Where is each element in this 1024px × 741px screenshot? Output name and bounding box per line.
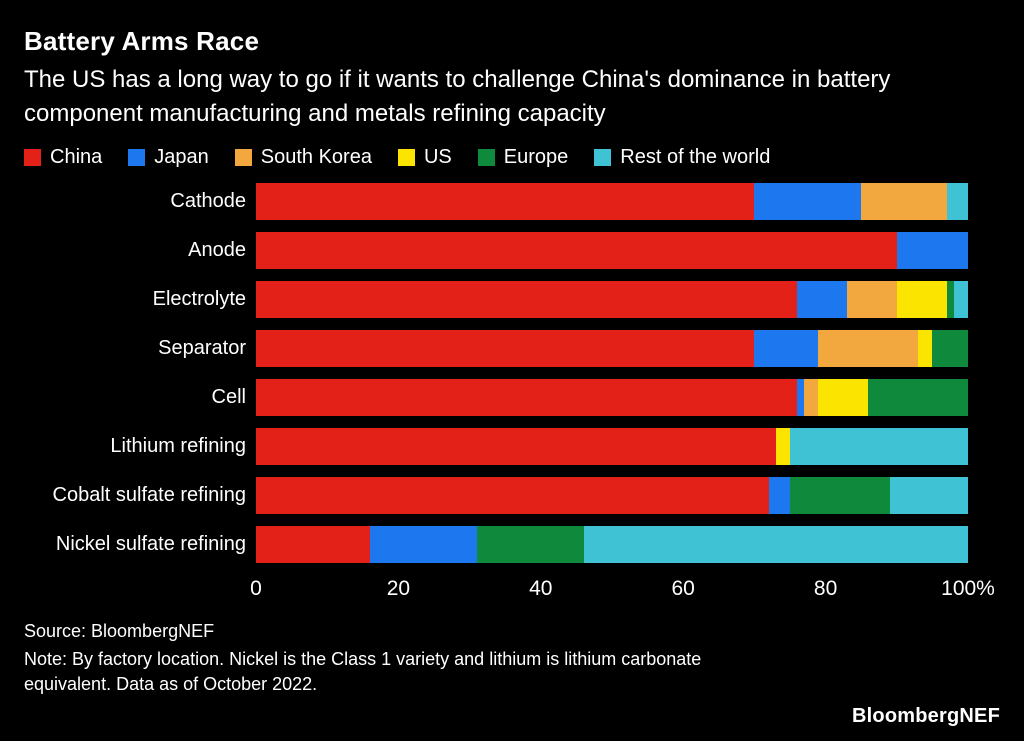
stacked-bar [256,379,968,417]
category-label: Cobalt sulfate refining [52,484,246,507]
bar-row-electrolyte: Electrolyte [24,281,968,319]
x-tick-label: 0 [250,577,262,601]
bar-segment-south-korea [861,183,947,221]
bar-segment-japan [754,330,819,368]
axis-spacer [24,575,256,603]
bar-segment-china [256,379,798,417]
bar-segment-china [256,232,897,270]
bar-row-cell: Cell [24,379,968,417]
bar-segment-south-korea [818,330,919,368]
note-text: Note: By factory location. Nickel is the… [24,648,702,695]
x-tick-label: 20 [386,577,411,601]
bar-segment-europe [476,526,584,564]
bar-segment-rest-of-the-world [953,281,968,319]
bar-segment-china [256,428,776,466]
bar-segment-rest-of-the-world [789,428,968,466]
chart-title: Battery Arms Race [24,26,260,56]
x-axis: 0 20 40 60 80 100% [24,575,1000,603]
bar-segment-japan [369,526,477,564]
legend-item-china: China [24,146,102,169]
x-tick-label: 100% [941,577,995,601]
bar-segment-rest-of-the-world [946,183,968,221]
bar-segment-us [918,330,933,368]
bar-segment-japan [797,281,847,319]
bar-segment-europe [789,477,890,515]
stacked-bar [256,232,968,270]
bar-row-cobalt-sulfate-refining: Cobalt sulfate refining [24,477,968,515]
legend-swatch-china [24,149,41,167]
legend-item-us: US [397,146,452,169]
legend-label: Japan [154,146,209,169]
category-label: Nickel sulfate refining [55,533,246,556]
stacked-bar [256,477,968,515]
bar-row-anode: Anode [24,232,968,270]
bar-segment-rest-of-the-world [583,526,968,564]
x-axis-ticks: 0 20 40 60 80 100% [250,575,995,603]
legend-item-south-korea: South Korea [234,146,372,169]
bar-segment-europe [932,330,968,368]
bar-row-separator: Separator [24,330,968,368]
bar-segment-china [256,330,755,368]
bar-segment-us [775,428,790,466]
stacked-bar [256,183,968,221]
legend-swatch-south-korea [234,149,252,167]
legend-label: Rest of the world [620,146,771,169]
bar-row-cathode: Cathode [24,183,968,221]
bar-segment-south-korea [804,379,819,417]
legend: China Japan South Korea US Europe Rest of the… [24,146,1000,169]
legend-label: China [50,146,103,169]
chart-subtitle: The US has a long way to go if it wants … [24,66,891,127]
stacked-bar [256,330,968,368]
bar-segment-china [256,281,798,319]
bar-segment-south-korea [846,281,897,319]
bar-segment-japan [768,477,790,515]
legend-label: Europe [503,146,569,169]
bar-segment-europe [946,281,954,319]
bar-row-lithium-refining: Lithium refining [24,428,968,466]
source-text: Source: BloombergNEF [24,621,215,642]
legend-swatch-rest-of-the-world [594,149,612,167]
bar-segment-japan [797,379,805,417]
bar-segment-rest-of-the-world [889,477,968,515]
bar-segment-china [256,526,370,564]
bar-segment-us [896,281,947,319]
bar-segment-europe [868,379,968,417]
x-tick-label: 60 [671,577,695,601]
brand-logo: BloombergNEF [852,705,1000,727]
legend-item-japan: Japan [128,146,209,169]
legend-swatch-europe [477,149,495,167]
bar-row-nickel-sulfate-refining: Nickel sulfate refining [24,526,968,564]
category-label: Cell [211,386,246,409]
category-label: Anode [188,239,246,262]
legend-item-rest-of-the-world: Rest of the world [594,146,770,169]
x-tick-label: 80 [813,577,838,601]
legend-item-europe: Europe [477,146,569,169]
category-label: Electrolyte [152,288,246,311]
category-label: Separator [158,337,246,360]
legend-swatch-us [397,149,415,167]
category-label: Lithium refining [110,435,246,458]
x-tick-label: 40 [529,577,553,601]
stacked-bar [256,428,968,466]
bar-segment-us [818,379,869,417]
stacked-bar [256,281,968,319]
stacked-bar [256,526,968,564]
bar-segment-china [256,477,769,515]
chart-footer: Source: BloombergNEF Note: By factory lo… [24,619,1000,698]
stacked-bar-chart: Cathode Anode Electrolyte Separator Cell Lith… [24,183,1000,564]
bar-segment-japan [754,183,862,221]
legend-label: US [423,146,452,169]
bar-segment-china [256,183,755,221]
category-label: Cathode [170,190,246,213]
legend-swatch-japan [128,149,146,167]
bar-segment-japan [896,232,968,270]
legend-label: South Korea [260,146,372,169]
